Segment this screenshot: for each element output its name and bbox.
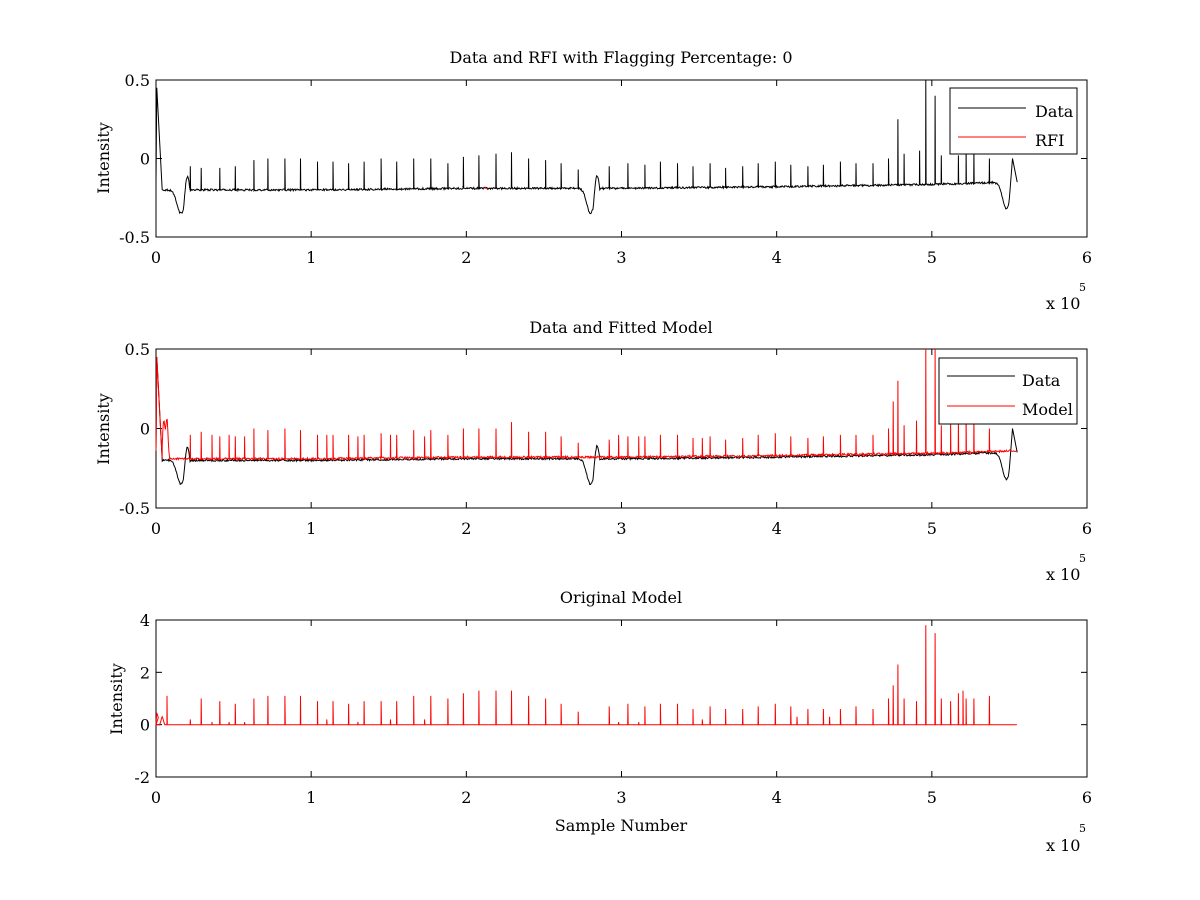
x-tick-label: 4 bbox=[772, 519, 782, 538]
axes-frame bbox=[155, 619, 1088, 778]
y-tick-label: -0.5 bbox=[119, 499, 150, 518]
x-tick-label: 5 bbox=[927, 248, 937, 267]
x-tick-label: 3 bbox=[616, 788, 626, 807]
legend-entry-model: Model bbox=[1022, 400, 1073, 419]
subplot-fitted-model: Data and Fitted Model 0 1 2 3 4 5 6-0.500.5 In… bbox=[94, 318, 1092, 584]
x-tick-label: 1 bbox=[306, 248, 316, 267]
x-tick-label: 2 bbox=[461, 788, 471, 807]
chart-title: Data and RFI with Flagging Percentage: 0 bbox=[449, 48, 792, 67]
subplot-rfi: Data and RFI with Flagging Percentage: 0… bbox=[94, 48, 1092, 313]
x-tick-label: 3 bbox=[616, 519, 626, 538]
x-tick-label: 1 bbox=[306, 788, 316, 807]
x-tick-label: 0 bbox=[151, 788, 161, 807]
y-tick-label: -0.5 bbox=[119, 228, 150, 247]
legend: Data Model bbox=[938, 357, 1078, 425]
series-lines bbox=[155, 348, 1018, 485]
x-tick-label: 1 bbox=[306, 519, 316, 538]
x-tick-label: 3 bbox=[616, 248, 626, 267]
x-tick-label: 5 bbox=[927, 519, 937, 538]
x-exponent-power: 5 bbox=[1079, 281, 1086, 294]
x-tick-label: 0 bbox=[151, 519, 161, 538]
chart-title: Data and Fitted Model bbox=[529, 318, 712, 337]
y-tick-label: -2 bbox=[134, 768, 150, 787]
x-tick-label: 4 bbox=[772, 248, 782, 267]
y-tick-label: 0 bbox=[140, 150, 150, 169]
series-line-data bbox=[155, 79, 1018, 215]
y-tick-label: 2 bbox=[140, 663, 150, 682]
x-tick-label: 6 bbox=[1082, 248, 1092, 267]
legend-box bbox=[938, 357, 1078, 425]
x-exponent-label: x 10 bbox=[1046, 836, 1080, 855]
chart-title: Original Model bbox=[560, 588, 682, 607]
x-exponent-label: x 10 bbox=[1046, 294, 1080, 313]
series-line-rfi bbox=[484, 186, 489, 191]
series-line-data bbox=[155, 356, 1018, 485]
y-tick-label: 0 bbox=[140, 420, 150, 439]
y-tick-label: 4 bbox=[140, 611, 150, 630]
series-line-model bbox=[155, 625, 1017, 726]
x-exponent-label: x 10 bbox=[1046, 565, 1080, 584]
axis-ticks: 0 1 2 3 4 5 6-0.500.5 bbox=[119, 340, 1092, 538]
series-lines bbox=[155, 625, 1017, 726]
series-lines bbox=[155, 79, 1018, 215]
x-tick-label: 2 bbox=[461, 248, 471, 267]
y-tick-label: 0 bbox=[140, 716, 150, 735]
y-axis-label: Intensity bbox=[107, 663, 126, 735]
axes-frame bbox=[155, 79, 1088, 238]
legend-entry-data: Data bbox=[1022, 371, 1061, 390]
legend: Data RFI bbox=[949, 87, 1078, 155]
y-tick-label: 0.5 bbox=[125, 71, 150, 90]
x-tick-label: 0 bbox=[151, 248, 161, 267]
legend-entry-rfi: RFI bbox=[1035, 131, 1064, 150]
y-tick-label: 0.5 bbox=[125, 340, 150, 359]
x-exponent-power: 5 bbox=[1079, 552, 1086, 565]
x-axis-label: Sample Number bbox=[555, 816, 688, 835]
x-tick-label: 6 bbox=[1082, 519, 1092, 538]
x-tick-label: 2 bbox=[461, 519, 471, 538]
x-exponent-power: 5 bbox=[1079, 822, 1086, 835]
axis-ticks: 0 1 2 3 4 5 6-0.500.5 bbox=[119, 71, 1092, 267]
legend-entry-data: Data bbox=[1035, 102, 1074, 121]
y-axis-label: Intensity bbox=[94, 122, 113, 194]
x-tick-label: 6 bbox=[1082, 788, 1092, 807]
y-axis-label: Intensity bbox=[94, 393, 113, 465]
series-line-model bbox=[155, 348, 1018, 461]
legend-box bbox=[949, 87, 1078, 155]
x-tick-label: 5 bbox=[927, 788, 937, 807]
x-tick-label: 4 bbox=[772, 788, 782, 807]
